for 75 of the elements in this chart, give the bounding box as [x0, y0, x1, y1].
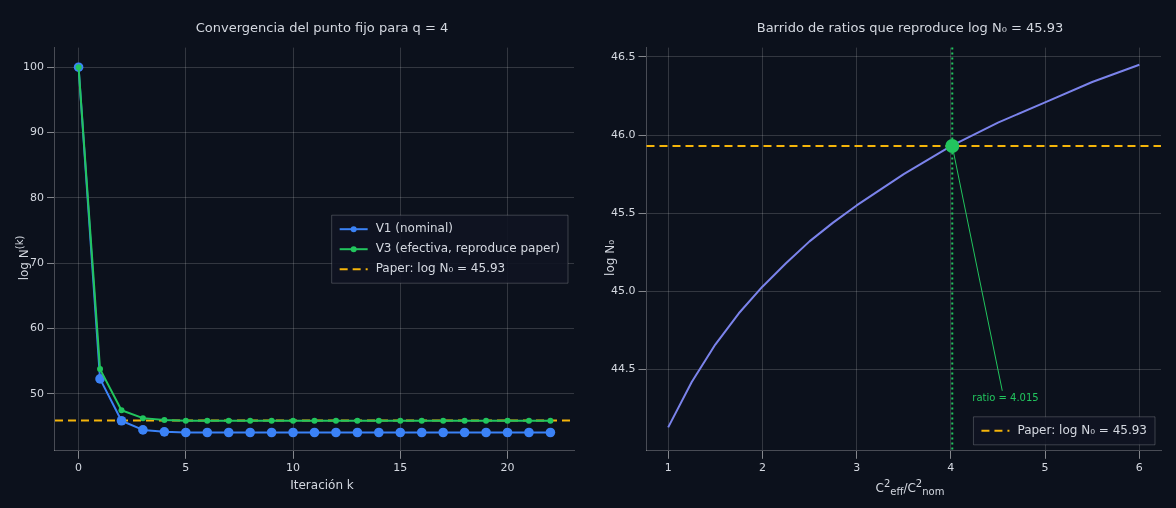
point [181, 427, 191, 438]
point [182, 417, 189, 424]
point [354, 417, 361, 424]
point [202, 427, 213, 438]
point [397, 417, 404, 424]
x-tick-label: 10 [286, 461, 301, 475]
point [288, 427, 298, 438]
point [352, 427, 363, 438]
x-tick-label: 6 [1135, 461, 1143, 475]
legend-label: V1 (nominal) [375, 221, 453, 236]
x-tick-label: 5 [182, 461, 190, 475]
point [418, 417, 425, 424]
y-tick-label: 90 [30, 125, 44, 139]
point [118, 407, 125, 414]
point [416, 427, 427, 438]
point [204, 417, 211, 424]
point [268, 417, 275, 424]
point [525, 417, 532, 424]
x-axis-title: Iteración k [289, 478, 355, 492]
y-tick-label: 70 [30, 256, 44, 270]
x-tick-label: 15 [393, 461, 408, 475]
y-tick-label: 80 [30, 190, 44, 204]
point [138, 425, 148, 435]
x-tick-label: 2 [758, 461, 766, 475]
y-tick-label: 45.5 [610, 206, 636, 220]
x-tick-label: 20 [500, 461, 515, 475]
point [545, 427, 556, 438]
y-tick-label: 100 [23, 60, 44, 74]
annotation: ratio = 4.015 [972, 391, 1039, 403]
x-tick-label: 5 [1041, 461, 1049, 475]
x-tick-label: 4 [947, 461, 955, 475]
point [116, 415, 127, 426]
legend-label: Paper: log N₀ = 45.93 [1017, 422, 1147, 437]
point [266, 427, 277, 438]
point [309, 427, 320, 438]
point [95, 374, 105, 384]
point [547, 417, 554, 424]
point [245, 427, 255, 438]
chart-title: Barrido de ratios que reproduce log N₀ = 45.93 [755, 20, 1065, 35]
point [395, 427, 406, 438]
point [161, 417, 168, 424]
point [225, 417, 232, 424]
point [502, 427, 513, 438]
y-axis-title: log N₀ [603, 240, 617, 276]
point [97, 366, 104, 373]
point [459, 427, 470, 438]
point [159, 427, 170, 437]
y-tick-label: 44.5 [610, 362, 636, 376]
point [375, 417, 382, 424]
point [332, 417, 339, 424]
y-tick-label: 60 [30, 321, 44, 335]
point [311, 417, 318, 424]
point [223, 427, 234, 438]
point [440, 417, 447, 424]
chart-title: Convergencia del punto fijo para q = 4 [194, 20, 450, 35]
point [524, 427, 534, 438]
x-tick-label: 0 [75, 461, 83, 475]
point [290, 417, 297, 424]
y-tick-label: 46.5 [610, 49, 636, 63]
point [438, 427, 448, 438]
point [481, 427, 491, 438]
y-tick-label: 50 [30, 386, 44, 400]
x-tick-label: 3 [853, 461, 861, 475]
point [139, 415, 146, 422]
legend-label: Paper: log N₀ = 45.93 [375, 261, 506, 276]
point [483, 417, 490, 424]
legend-label: V3 (efectiva, reproduce paper) [375, 241, 561, 256]
x-tick-label: 1 [664, 461, 672, 475]
point [331, 427, 341, 438]
point [504, 417, 511, 424]
y-tick-label: 46.0 [610, 127, 636, 141]
point [247, 417, 254, 424]
point [374, 427, 384, 438]
point [461, 417, 468, 424]
y-tick-label: 45.0 [610, 284, 636, 298]
